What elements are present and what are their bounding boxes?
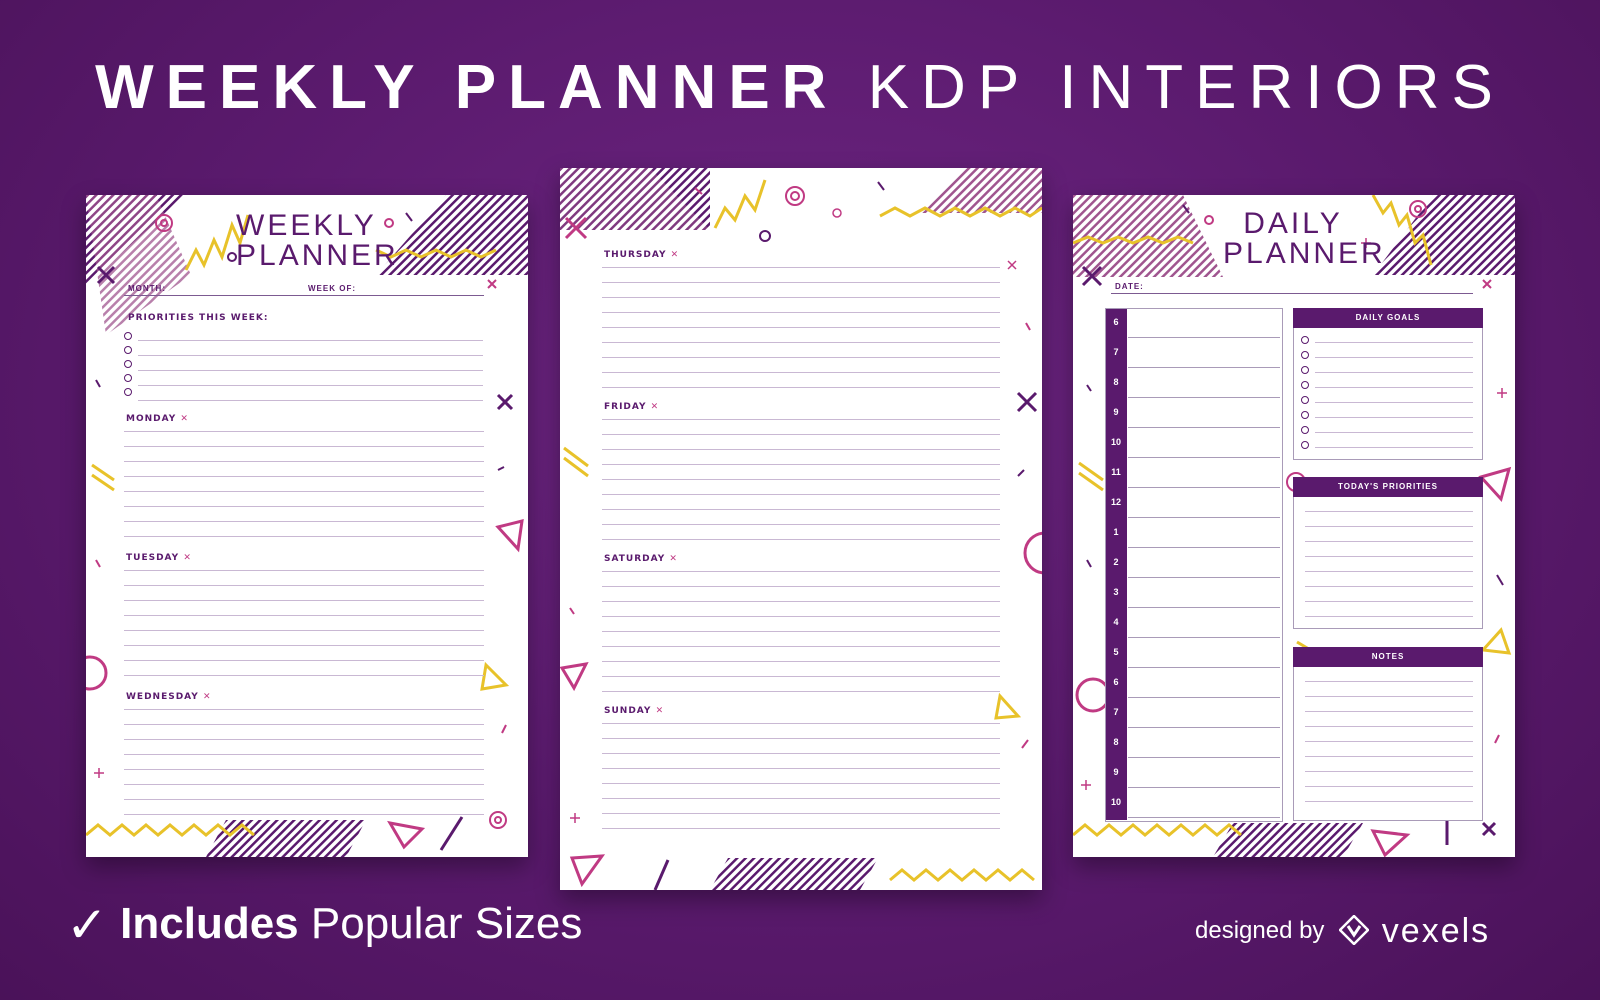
priority-checkbox[interactable]: [124, 388, 132, 396]
daily-page-title: DAILY PLANNER: [1223, 207, 1386, 270]
monday-lines: [124, 417, 484, 539]
todays-priorities-header: TODAY'S PRIORITIES: [1293, 477, 1483, 497]
hour-label: 12: [1110, 497, 1121, 507]
priority-checkbox[interactable]: [124, 332, 132, 340]
includes-text: Includes: [120, 899, 299, 948]
month-underline: [124, 295, 304, 296]
notes-header: NOTES: [1293, 647, 1483, 667]
daily-title-line1: DAILY: [1243, 207, 1343, 240]
hour-label: 1: [1113, 527, 1119, 537]
goal-checkbox[interactable]: [1301, 381, 1309, 389]
priority-checkbox[interactable]: [124, 346, 132, 354]
date-label: DATE:: [1115, 282, 1144, 291]
notes-lines: [1305, 667, 1473, 812]
weekly-planner-page: WEEKLY PLANNER MONTH: WEEK OF: PRIORITIE…: [86, 195, 528, 857]
goal-checkbox[interactable]: [1301, 441, 1309, 449]
daily-goals-header: DAILY GOALS: [1293, 308, 1483, 328]
week-of-label: WEEK OF:: [308, 284, 356, 293]
hour-label: 5: [1113, 647, 1119, 657]
vexels-logo-icon: [1339, 915, 1370, 945]
priorities-lines: [138, 326, 483, 401]
hour-label: 10: [1110, 437, 1121, 447]
hour-label: 10: [1110, 797, 1121, 807]
goal-checkbox[interactable]: [1301, 426, 1309, 434]
weekly-page-decoration: [86, 195, 528, 857]
hour-label: 6: [1113, 677, 1119, 687]
wednesday-lines: [124, 695, 484, 817]
hour-label: 8: [1113, 377, 1119, 387]
hour-label: 2: [1113, 557, 1119, 567]
hour-label: 7: [1113, 707, 1119, 717]
goal-checkbox[interactable]: [1301, 411, 1309, 419]
date-underline: [1111, 293, 1473, 294]
weekly-title-line1: WEEKLY: [236, 209, 377, 242]
hour-column: [1105, 308, 1127, 820]
designed-by-text: designed by: [1195, 917, 1325, 944]
hour-label: 9: [1113, 767, 1119, 777]
weekly-planner-page-2: THURSDAY ✕ FRIDAY ✕ SATURDAY ✕ SUNDAY ✕: [560, 168, 1042, 890]
goal-checkbox[interactable]: [1301, 336, 1309, 344]
hour-label: 8: [1113, 737, 1119, 747]
priority-checkbox[interactable]: [124, 374, 132, 382]
headline: WEEKLY PLANNER KDP INTERIORS: [0, 52, 1600, 123]
weekly-page-title: WEEKLY PLANNER: [236, 209, 399, 272]
priority-checkbox[interactable]: [124, 360, 132, 368]
todays-priorities-lines: [1305, 497, 1473, 619]
tuesday-lines: [124, 556, 484, 678]
daily-planner-page: DAILY PLANNER DATE: DAILY GOALS TODAY'S …: [1073, 195, 1515, 857]
goal-checkbox[interactable]: [1301, 351, 1309, 359]
saturday-lines: [602, 557, 1000, 695]
schedule-lines: [1128, 308, 1280, 818]
week-of-underline: [304, 295, 484, 296]
vexels-brand-text: vexels: [1381, 912, 1491, 950]
goal-checkbox[interactable]: [1301, 396, 1309, 404]
sunday-lines: [602, 709, 1000, 832]
headline-part2: KDP INTERIORS: [867, 53, 1505, 122]
hour-label: 11: [1111, 467, 1121, 477]
priorities-this-week-label: PRIORITIES THIS WEEK:: [128, 313, 269, 323]
includes-popular-sizes: ✓ Includes Popular Sizes: [66, 896, 582, 954]
weekly-title-line2: PLANNER: [236, 239, 399, 272]
thursday-lines: [602, 253, 1000, 391]
month-label: MONTH:: [128, 284, 166, 293]
daily-goals-lines: [1315, 328, 1473, 448]
hour-label: 3: [1113, 587, 1119, 597]
goal-checkbox[interactable]: [1301, 366, 1309, 374]
popular-sizes-text: Popular Sizes: [310, 899, 583, 948]
designer-credit: designed by vexels: [1195, 912, 1490, 951]
daily-title-line2: PLANNER: [1223, 237, 1386, 270]
daily-page-decoration: [1073, 195, 1515, 857]
hour-label: 6: [1113, 317, 1119, 327]
friday-lines: [602, 405, 1000, 543]
checkmark-icon: ✓: [66, 897, 108, 953]
hour-label: 7: [1113, 347, 1119, 357]
hour-label: 9: [1113, 407, 1119, 417]
hour-label: 4: [1113, 617, 1119, 627]
headline-part1: WEEKLY PLANNER: [95, 53, 839, 122]
